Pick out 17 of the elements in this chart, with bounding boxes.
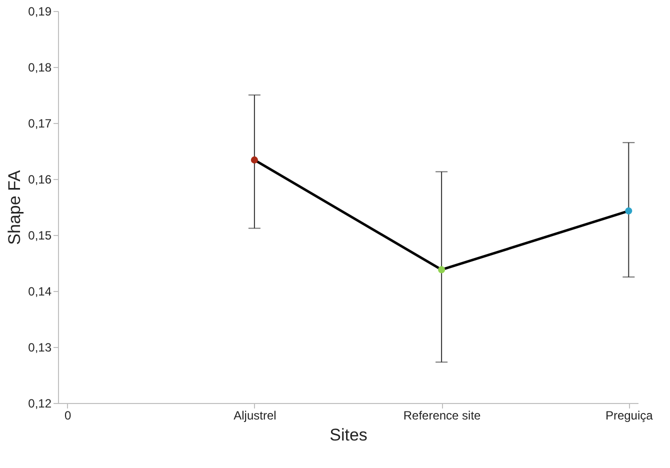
y-tick-label: 0,12 — [28, 396, 52, 410]
point — [625, 207, 632, 214]
y-tick-label: 0,19 — [28, 4, 52, 18]
point — [250, 156, 258, 164]
y-axis-title: Shape FA — [5, 170, 24, 245]
x-tick-label: Aljustrel — [234, 408, 276, 422]
y-tick-label: 0,13 — [28, 340, 52, 354]
y-tick-label: 0,16 — [28, 172, 52, 186]
x-tick-label: Reference site — [403, 408, 482, 422]
y-tick-label: 0,14 — [28, 284, 52, 298]
y-tick-label: 0,17 — [28, 116, 52, 130]
y-tick-label: 0,15 — [28, 228, 52, 242]
x-tick-label: 0 — [64, 408, 72, 422]
y-tick-label: 0,18 — [28, 60, 52, 74]
x-tick-label: Preguiça — [605, 408, 654, 422]
point — [438, 266, 446, 274]
x-axis-title: Sites — [330, 426, 368, 444]
